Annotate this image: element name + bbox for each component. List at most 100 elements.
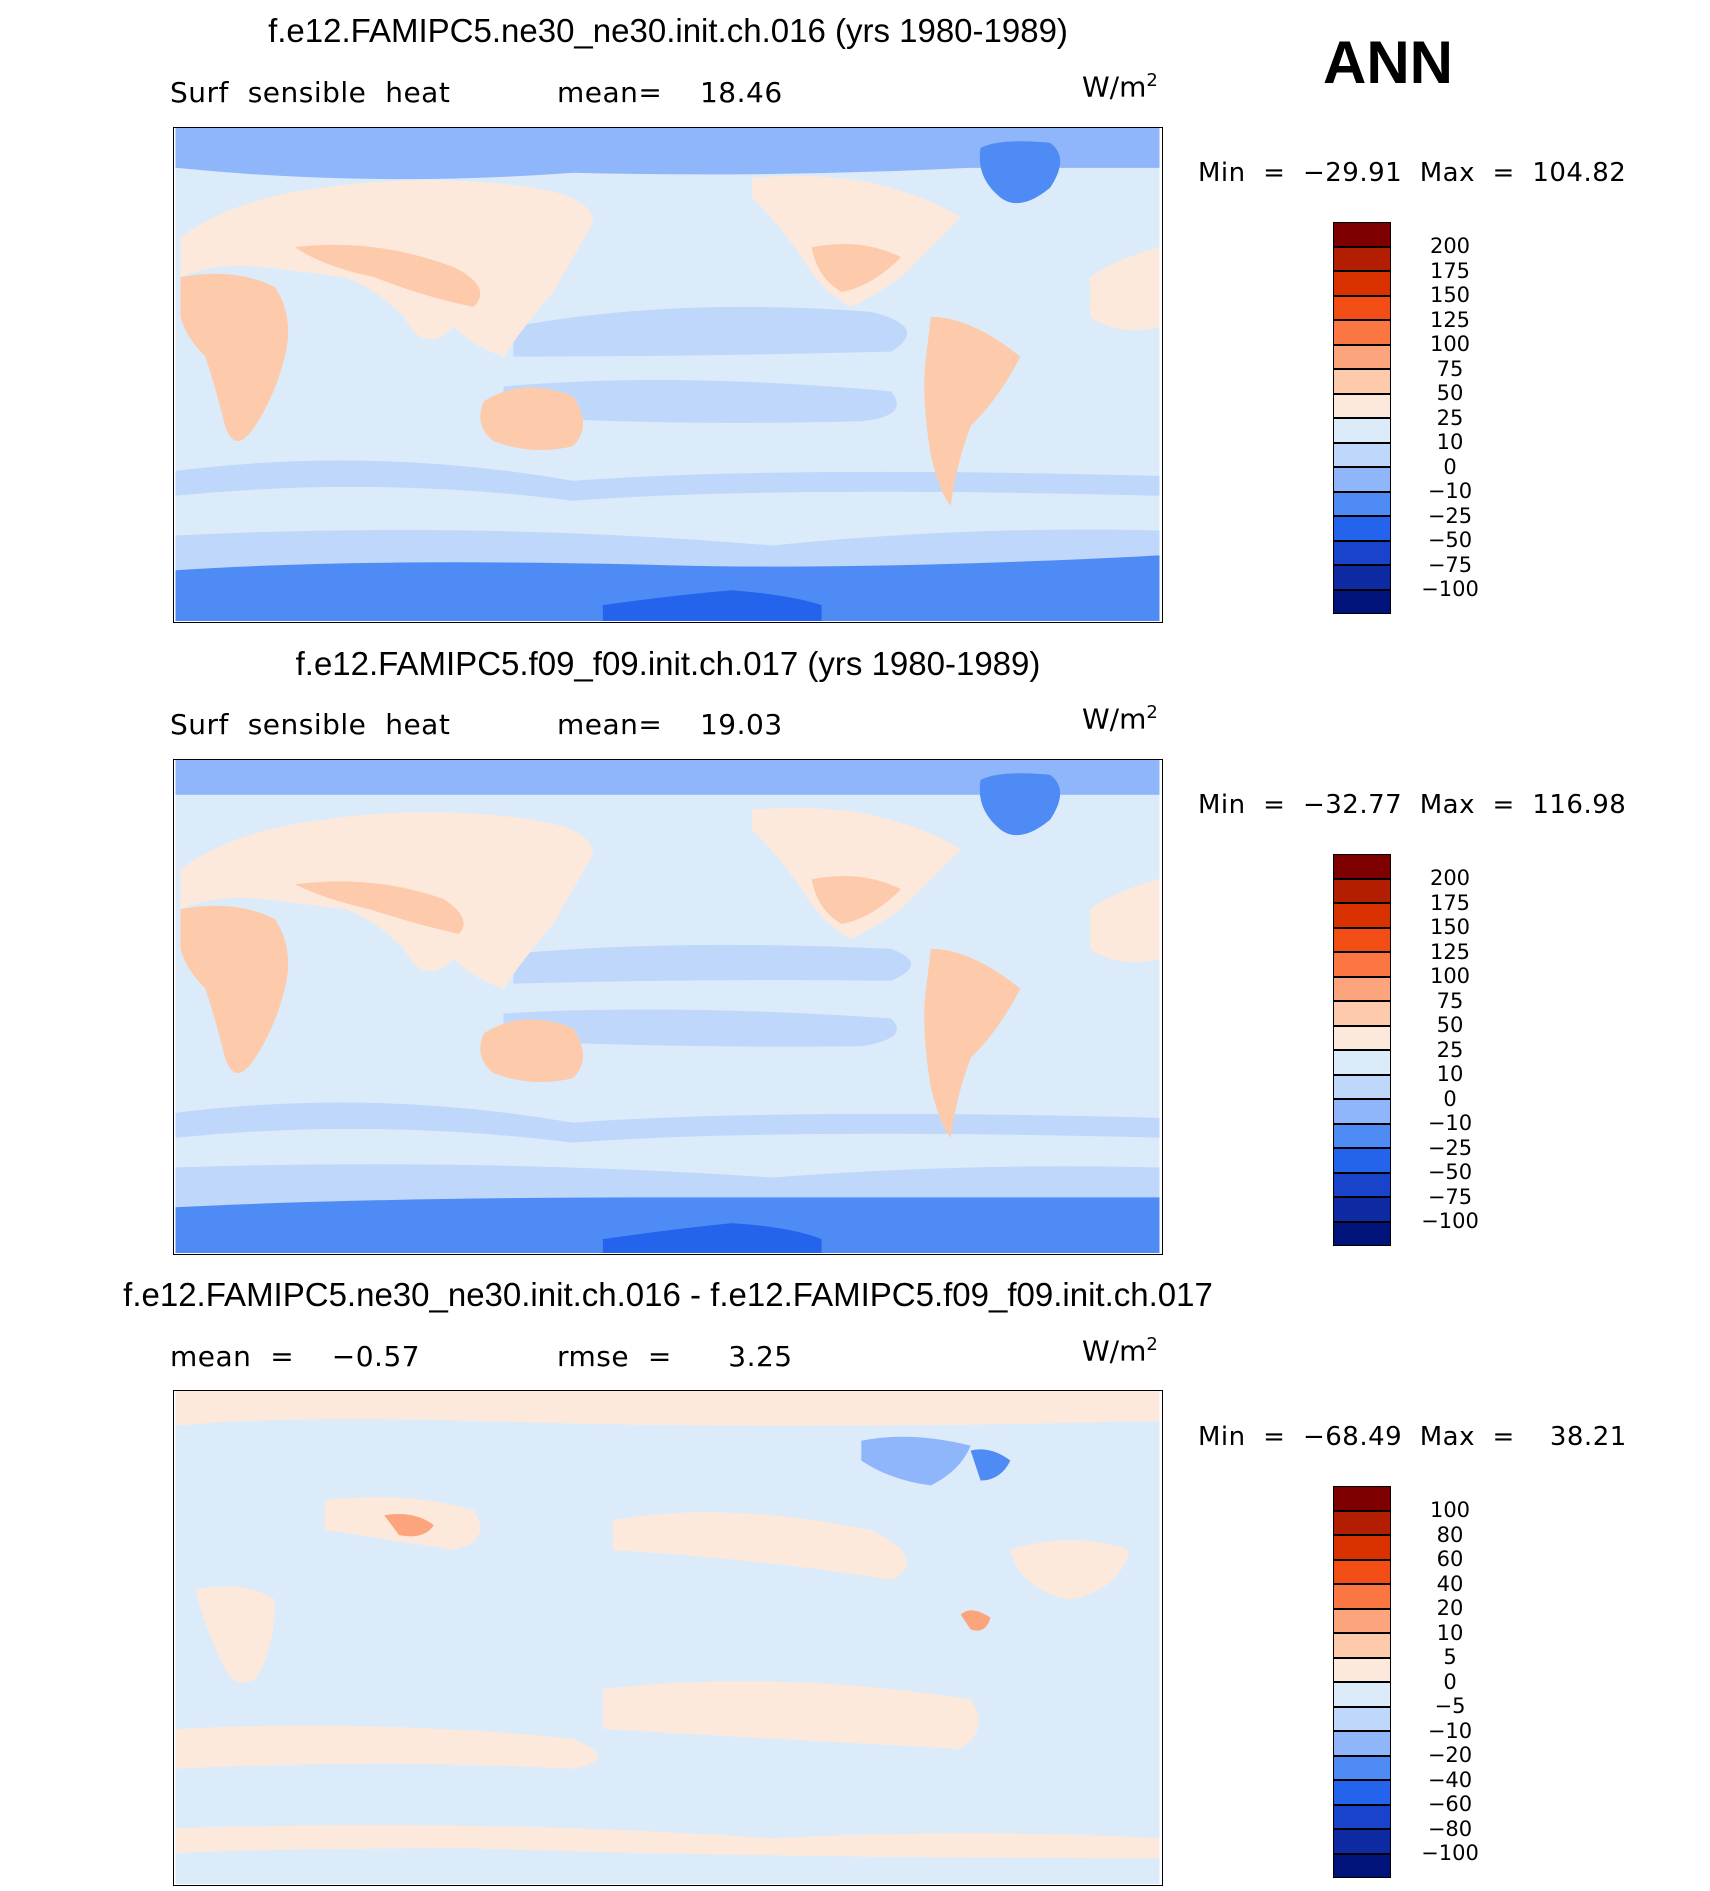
colorbar-swatch — [1333, 1025, 1391, 1050]
colorbar-label: −50 — [1427, 528, 1473, 552]
colorbar-label: −10 — [1427, 1111, 1473, 1135]
panel-2-units: W/m2 — [1082, 702, 1158, 736]
colorbar-swatch — [1333, 952, 1391, 977]
colorbar-swatch — [1333, 976, 1391, 1001]
colorbar-swatch — [1333, 1001, 1391, 1026]
colorbar-label: −100 — [1421, 577, 1479, 601]
colorbar-swatch — [1333, 1706, 1391, 1731]
panel-2-title: f.e12.FAMIPC5.f09_f09.init.ch.017 (yrs 1… — [295, 645, 1041, 682]
panel-3-map — [173, 1390, 1163, 1886]
panel-1-title: f.e12.FAMIPC5.ne30_ne30.init.ch.016 (yrs… — [268, 12, 1068, 49]
colorbar-swatch — [1333, 565, 1391, 590]
panel-2-variable: Surf sensible heat — [170, 708, 451, 741]
colorbar-label: −80 — [1427, 1816, 1473, 1841]
colorbar-label: −75 — [1427, 552, 1473, 577]
colorbar-swatch — [1333, 1197, 1391, 1222]
colorbar-swatch — [1333, 1853, 1391, 1878]
colorbar-label: 75 — [1436, 356, 1464, 381]
colorbar-label: 150 — [1429, 283, 1471, 307]
colorbar-label: −40 — [1427, 1767, 1473, 1792]
colorbar-label: 175 — [1429, 890, 1471, 915]
colorbar-swatch — [1333, 1755, 1391, 1780]
panel-3-rmse: rmse = 3.25 — [557, 1340, 793, 1373]
colorbar-swatch — [1333, 222, 1391, 247]
colorbar-label: 100 — [1429, 964, 1471, 988]
colorbar-label: 175 — [1429, 258, 1471, 283]
colorbar-label: −75 — [1427, 1184, 1473, 1209]
colorbar-label: −100 — [1421, 1209, 1479, 1233]
colorbar-swatch — [1333, 442, 1391, 467]
colorbar-swatch — [1333, 927, 1391, 952]
colorbar-label: 60 — [1436, 1547, 1464, 1571]
colorbar-swatch — [1333, 1123, 1391, 1148]
colorbar-swatch — [1333, 1804, 1391, 1829]
colorbar-label: 25 — [1436, 405, 1464, 430]
colorbar-swatch — [1333, 1074, 1391, 1099]
colorbar-label: −10 — [1427, 1718, 1473, 1743]
colorbar-label: 40 — [1436, 1571, 1464, 1596]
colorbar-swatch — [1333, 295, 1391, 320]
colorbar-swatch — [1333, 1780, 1391, 1805]
colorbar-label: 10 — [1436, 1620, 1464, 1645]
colorbar-label: 20 — [1436, 1596, 1464, 1620]
panel-1-variable: Surf sensible heat — [170, 76, 451, 109]
colorbar-swatch — [1333, 491, 1391, 516]
colorbar-swatch — [1333, 1682, 1391, 1707]
season-label: ANN — [1323, 29, 1453, 96]
colorbar-label: −25 — [1427, 503, 1473, 528]
panel-3-mean: mean = −0.57 — [170, 1340, 421, 1373]
colorbar-label: 0 — [1443, 1669, 1457, 1694]
colorbar-label: 200 — [1429, 866, 1471, 890]
colorbar-swatch — [1333, 878, 1391, 903]
colorbar-swatch — [1333, 589, 1391, 614]
colorbar-label: −5 — [1434, 1694, 1466, 1718]
colorbar-label: −10 — [1427, 479, 1473, 503]
colorbar-label: 0 — [1443, 1086, 1457, 1111]
colorbar-label: 0 — [1443, 454, 1457, 479]
colorbar-swatch — [1333, 369, 1391, 394]
colorbar-swatch — [1333, 516, 1391, 541]
panel-1-minmax: Min = −29.91 Max = 104.82 — [1198, 158, 1627, 188]
panel-3-title: f.e12.FAMIPC5.ne30_ne30.init.ch.016 - f.… — [123, 1276, 1213, 1313]
colorbar-swatch — [1333, 1657, 1391, 1682]
colorbar-swatch — [1333, 393, 1391, 418]
colorbar-swatch — [1333, 418, 1391, 443]
colorbar-label: 100 — [1429, 332, 1471, 356]
colorbar-swatch — [1333, 1731, 1391, 1756]
colorbar-label: 200 — [1429, 234, 1471, 258]
colorbar-swatch — [1333, 1221, 1391, 1246]
colorbar-label: −20 — [1427, 1743, 1473, 1767]
colorbar-swatch — [1333, 1608, 1391, 1633]
colorbar-swatch — [1333, 1535, 1391, 1560]
colorbar-swatch — [1333, 1829, 1391, 1854]
colorbar-label: 150 — [1429, 915, 1471, 939]
colorbar-swatch — [1333, 1148, 1391, 1173]
colorbar-label: 50 — [1436, 381, 1464, 405]
panel-2-mean: mean= 19.03 — [557, 708, 783, 741]
colorbar-label: 10 — [1436, 1062, 1464, 1086]
colorbar-swatch — [1333, 246, 1391, 271]
colorbar-swatch — [1333, 1584, 1391, 1609]
panel-3-units: W/m2 — [1082, 1334, 1158, 1368]
colorbar-swatch — [1333, 540, 1391, 565]
panel-1-mean: mean= 18.46 — [557, 76, 783, 109]
panel-1-colorbar: 200 175 150 125 100 75 50 25 10 0 −10 −25 −50 −75 −100 — [1333, 222, 1479, 614]
panel-2-colorbar: 200 175 150 125 100 75 50 25 10 0 −10 −25 −50 −75 −100 — [1333, 854, 1479, 1246]
colorbar-swatch — [1333, 1486, 1391, 1511]
colorbar-swatch — [1333, 1172, 1391, 1197]
colorbar-swatch — [1333, 903, 1391, 928]
colorbar-swatch — [1333, 1633, 1391, 1658]
panel-3-minmax: Min = −68.49 Max = 38.21 — [1198, 1422, 1627, 1452]
panel-1-map — [173, 127, 1163, 623]
colorbar-label: 5 — [1443, 1645, 1457, 1669]
colorbar-label: −100 — [1421, 1841, 1479, 1865]
colorbar-swatch — [1333, 1099, 1391, 1124]
colorbar-swatch — [1333, 1559, 1391, 1584]
colorbar-label: 10 — [1436, 430, 1464, 454]
colorbar-label: 125 — [1429, 939, 1471, 964]
colorbar-label: 80 — [1436, 1522, 1464, 1547]
colorbar-swatch — [1333, 1510, 1391, 1535]
colorbar-swatch — [1333, 320, 1391, 345]
colorbar-swatch — [1333, 854, 1391, 879]
colorbar-swatch — [1333, 1050, 1391, 1075]
